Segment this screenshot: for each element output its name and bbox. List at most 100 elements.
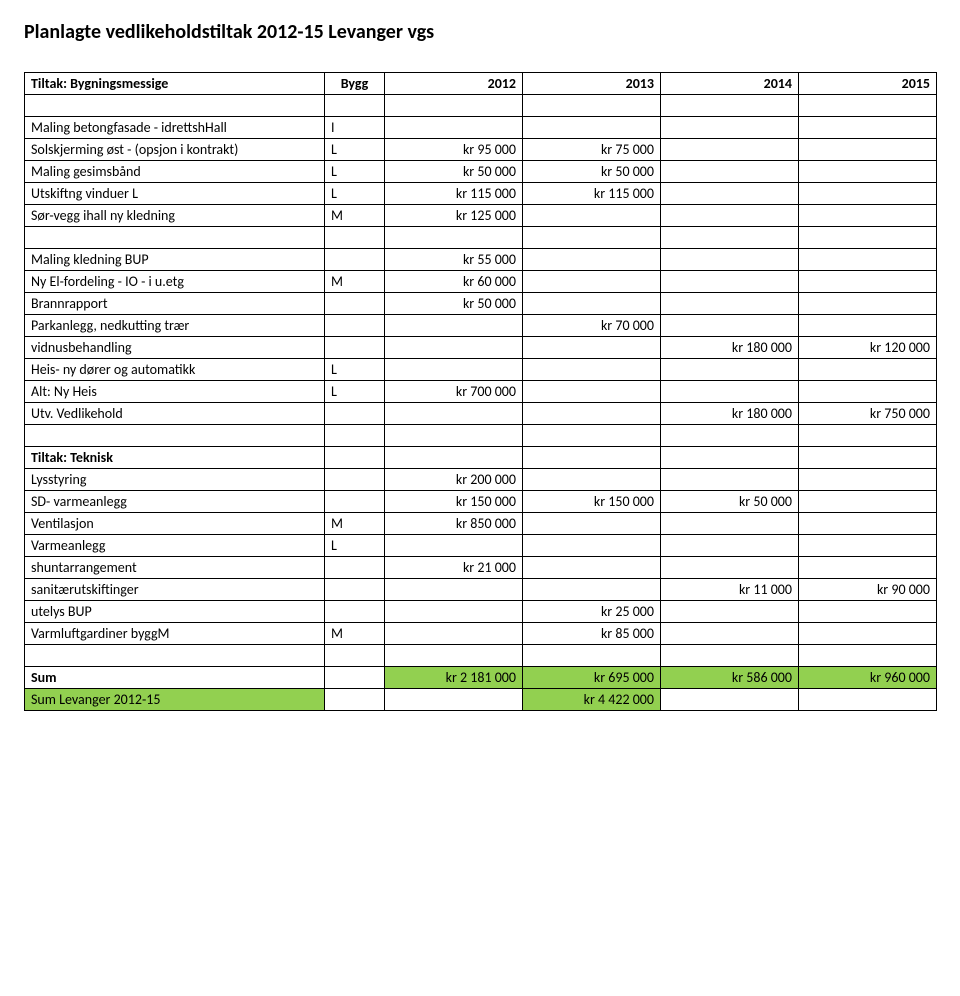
row-bygg: L <box>325 359 385 381</box>
row-y1 <box>385 359 523 381</box>
row-y2 <box>523 205 661 227</box>
table-row: Sumkr 2 181 000kr 695 000kr 586 000kr 96… <box>25 667 937 689</box>
table-row: VentilasjonMkr 850 000 <box>25 513 937 535</box>
table-row: Tiltak: Teknisk <box>25 447 937 469</box>
row-y4 <box>799 535 937 557</box>
row-y3: kr 180 000 <box>661 403 799 425</box>
row-y2 <box>523 469 661 491</box>
row-y1: kr 55 000 <box>385 249 523 271</box>
table-row: Varmluftgardiner byggMMkr 85 000 <box>25 623 937 645</box>
row-y1 <box>385 623 523 645</box>
row-y2 <box>523 117 661 139</box>
table-row: Utskiftng vinduer LLkr 115 000kr 115 000 <box>25 183 937 205</box>
row-bygg <box>325 491 385 513</box>
row-y1 <box>385 403 523 425</box>
row-y2: kr 150 000 <box>523 491 661 513</box>
row-bygg: M <box>325 205 385 227</box>
blank-cell <box>523 425 661 447</box>
row-y2 <box>523 557 661 579</box>
row-label: Tiltak: Teknisk <box>25 447 325 469</box>
blank-cell <box>325 227 385 249</box>
row-y4: kr 90 000 <box>799 579 937 601</box>
row-y4 <box>799 117 937 139</box>
row-y2: kr 70 000 <box>523 315 661 337</box>
table-row: Maling betongfasade - idrettshHallI <box>25 117 937 139</box>
row-y3 <box>661 513 799 535</box>
row-y4 <box>799 491 937 513</box>
row-bygg <box>325 249 385 271</box>
row-label: Brannrapport <box>25 293 325 315</box>
row-bygg <box>325 337 385 359</box>
row-y4 <box>799 271 937 293</box>
row-label: Varmeanlegg <box>25 535 325 557</box>
doc-title: Planlagte vedlikeholdstiltak 2012-15 Lev… <box>24 20 936 44</box>
row-y2: kr 25 000 <box>523 601 661 623</box>
row-y3 <box>661 293 799 315</box>
col-header-2013: 2013 <box>523 73 661 95</box>
row-bygg <box>325 403 385 425</box>
row-y4 <box>799 293 937 315</box>
row-y4 <box>799 601 937 623</box>
row-y2 <box>523 579 661 601</box>
blank-cell <box>661 425 799 447</box>
row-y4 <box>799 689 937 711</box>
row-y2 <box>523 271 661 293</box>
row-y2 <box>523 447 661 469</box>
row-bygg: M <box>325 623 385 645</box>
row-bygg <box>325 315 385 337</box>
blank-cell <box>385 227 523 249</box>
row-y2 <box>523 249 661 271</box>
blank-cell <box>25 227 325 249</box>
table-row: Utv. Vedlikeholdkr 180 000kr 750 000 <box>25 403 937 425</box>
row-y4: kr 120 000 <box>799 337 937 359</box>
row-y4 <box>799 557 937 579</box>
row-y1: kr 200 000 <box>385 469 523 491</box>
row-y1 <box>385 535 523 557</box>
row-y2: kr 85 000 <box>523 623 661 645</box>
row-y4 <box>799 161 937 183</box>
row-y1 <box>385 447 523 469</box>
row-label: Varmluftgardiner byggM <box>25 623 325 645</box>
row-y4 <box>799 381 937 403</box>
row-bygg <box>325 689 385 711</box>
row-y4 <box>799 139 937 161</box>
blank-cell <box>385 95 523 117</box>
row-y1: kr 150 000 <box>385 491 523 513</box>
row-label: Sum Levanger 2012-15 <box>25 689 325 711</box>
table-row: Heis- ny dører og automatikkL <box>25 359 937 381</box>
blank-cell <box>25 425 325 447</box>
row-y3 <box>661 161 799 183</box>
row-y1 <box>385 117 523 139</box>
table-row <box>25 645 937 667</box>
row-label: Alt: Ny Heis <box>25 381 325 403</box>
row-label: Parkanlegg, nedkutting trær <box>25 315 325 337</box>
row-y3 <box>661 249 799 271</box>
row-y1: kr 2 181 000 <box>385 667 523 689</box>
row-label: shuntarrangement <box>25 557 325 579</box>
blank-cell <box>325 95 385 117</box>
blank-cell <box>799 95 937 117</box>
row-y2: kr 115 000 <box>523 183 661 205</box>
row-bygg: L <box>325 381 385 403</box>
row-y2 <box>523 293 661 315</box>
table-row: SD- varmeanleggkr 150 000kr 150 000kr 50… <box>25 491 937 513</box>
table-row: sanitærutskiftingerkr 11 000kr 90 000 <box>25 579 937 601</box>
table-row: shuntarrangement kr 21 000 <box>25 557 937 579</box>
row-y3 <box>661 139 799 161</box>
row-bygg: L <box>325 139 385 161</box>
row-y4: kr 960 000 <box>799 667 937 689</box>
blank-cell <box>25 645 325 667</box>
blank-cell <box>25 95 325 117</box>
row-y1: kr 21 000 <box>385 557 523 579</box>
row-bygg <box>325 447 385 469</box>
row-bygg: M <box>325 271 385 293</box>
blank-cell <box>661 645 799 667</box>
row-y4 <box>799 205 937 227</box>
row-y3 <box>661 381 799 403</box>
row-y2: kr 50 000 <box>523 161 661 183</box>
blank-cell <box>799 227 937 249</box>
row-y3 <box>661 535 799 557</box>
row-label: Utskiftng vinduer L <box>25 183 325 205</box>
row-y4 <box>799 447 937 469</box>
row-y4 <box>799 513 937 535</box>
